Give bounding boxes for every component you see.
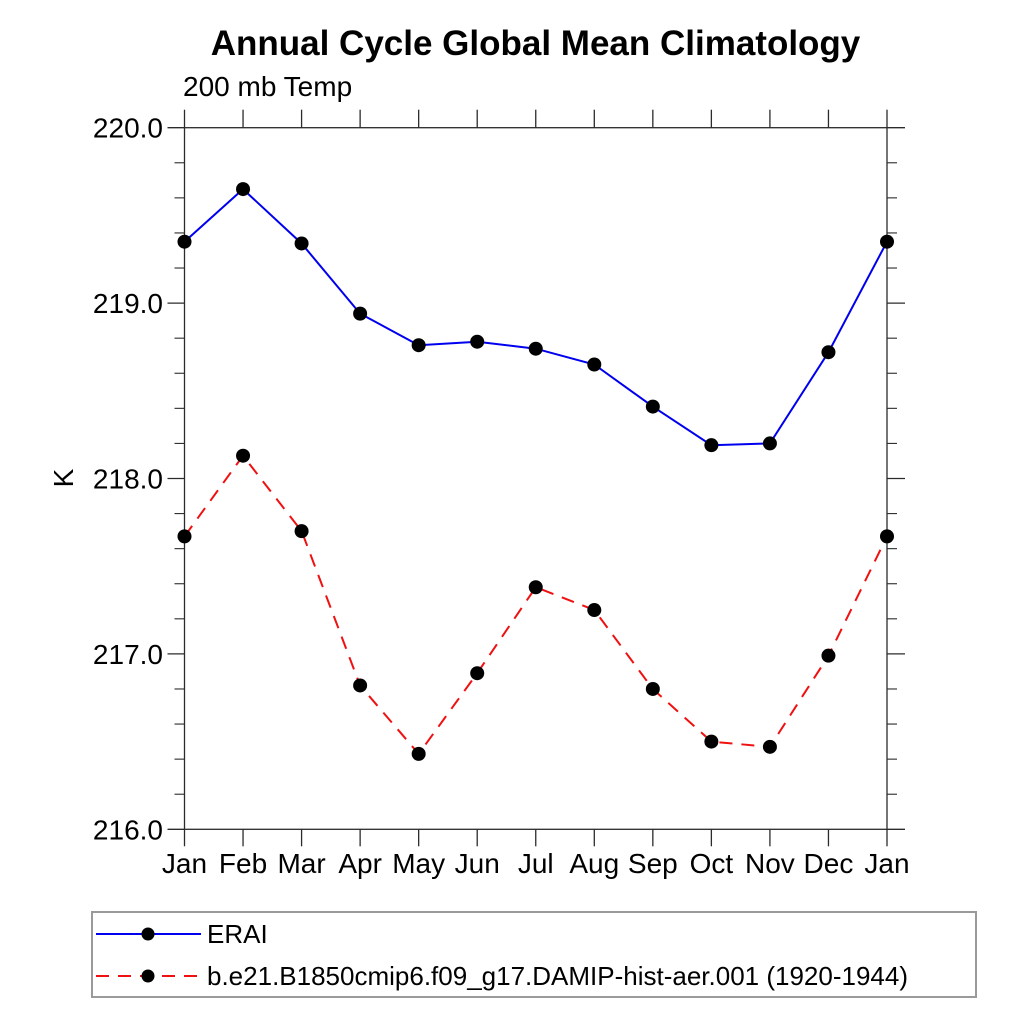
y-tick-label: 218.0 bbox=[93, 464, 163, 495]
data-point bbox=[587, 603, 602, 618]
x-tick-label: Jun bbox=[455, 848, 500, 879]
data-point bbox=[411, 746, 426, 761]
x-tick-label: Nov bbox=[745, 848, 795, 879]
legend: ERAI b.e21.B1850cmip6.f09_g17.DAMIP-hist… bbox=[91, 911, 977, 998]
series-line-1 bbox=[183, 454, 888, 756]
data-point bbox=[528, 341, 543, 356]
data-point bbox=[470, 666, 485, 681]
x-tick-label: Feb bbox=[219, 848, 267, 879]
data-point bbox=[528, 580, 543, 595]
x-tick-label: Dec bbox=[804, 848, 854, 879]
data-point bbox=[762, 436, 777, 451]
x-tick-label: Oct bbox=[690, 848, 734, 879]
chart-subtitle: 200 mb Temp bbox=[183, 71, 353, 102]
y-tick-label: 219.0 bbox=[93, 288, 163, 319]
data-point bbox=[294, 236, 309, 251]
data-point bbox=[880, 234, 894, 249]
legend-label-erai: ERAI bbox=[207, 918, 268, 949]
data-point bbox=[821, 345, 836, 360]
data-point bbox=[762, 739, 777, 754]
data-point bbox=[236, 182, 251, 197]
data-point bbox=[704, 438, 719, 453]
legend-entry-model: b.e21.B1850cmip6.f09_g17.DAMIP-hist-aer.… bbox=[93, 961, 908, 991]
x-tick-label: Jan bbox=[162, 848, 207, 879]
data-point bbox=[821, 648, 836, 663]
data-point bbox=[353, 306, 368, 321]
y-tick-label: 220.0 bbox=[93, 113, 163, 144]
legend-swatch-erai-icon bbox=[96, 927, 201, 941]
legend-label-model: b.e21.B1850cmip6.f09_g17.DAMIP-hist-aer.… bbox=[207, 960, 908, 991]
series-line-0 bbox=[183, 187, 888, 447]
data-point bbox=[236, 448, 251, 463]
x-tick-label: Apr bbox=[338, 848, 382, 879]
x-tick-label: Aug bbox=[569, 848, 619, 879]
y-tick-label: 216.0 bbox=[93, 814, 163, 845]
data-point bbox=[177, 234, 192, 249]
data-point bbox=[645, 681, 660, 696]
data-point bbox=[880, 529, 894, 544]
x-tick-label: Sep bbox=[628, 848, 678, 879]
data-point bbox=[645, 399, 660, 414]
legend-marker bbox=[141, 969, 155, 983]
data-point bbox=[411, 338, 426, 353]
x-tick-label: May bbox=[392, 848, 445, 879]
y-tick-label: 217.0 bbox=[93, 639, 163, 670]
legend-marker bbox=[141, 927, 155, 941]
data-point bbox=[587, 357, 602, 372]
x-tick-label: Mar bbox=[277, 848, 325, 879]
data-point bbox=[177, 529, 192, 544]
data-point bbox=[470, 334, 485, 349]
x-tick-label: Jan bbox=[864, 848, 909, 879]
data-point bbox=[353, 678, 368, 693]
data-point bbox=[294, 524, 309, 539]
x-tick-label: Jul bbox=[518, 848, 554, 879]
chart-title: Annual Cycle Global Mean Climatology bbox=[210, 24, 861, 63]
legend-swatch-model-icon bbox=[96, 969, 201, 983]
legend-entry-erai: ERAI bbox=[93, 919, 268, 949]
data-point bbox=[704, 734, 719, 749]
